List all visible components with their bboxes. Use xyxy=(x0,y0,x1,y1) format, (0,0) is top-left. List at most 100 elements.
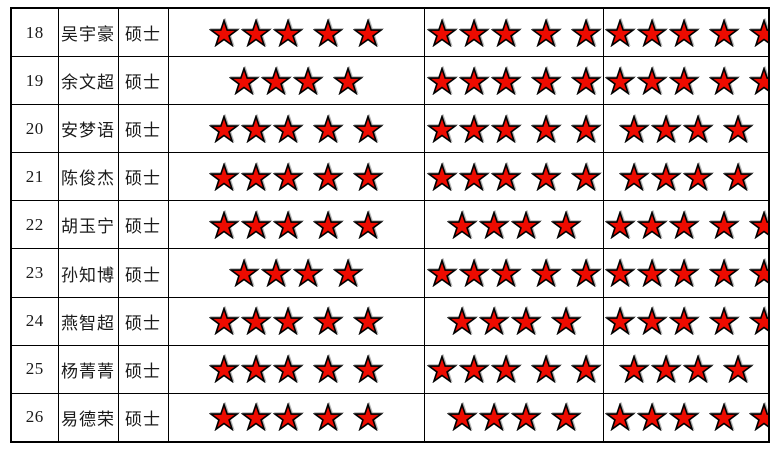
rating-cell-1 xyxy=(167,344,425,394)
rating-cell-2 xyxy=(423,392,604,443)
star-icon xyxy=(748,402,768,432)
rating-cell-3 xyxy=(602,248,770,298)
star-icon xyxy=(352,306,384,336)
table-row: 23 孙知博 硕士 xyxy=(10,248,770,298)
star-icon xyxy=(240,354,272,384)
star-icon xyxy=(550,210,581,240)
star-icon xyxy=(510,306,541,336)
star-icon xyxy=(478,402,509,432)
rating-cell-2 xyxy=(423,7,604,58)
star-icon xyxy=(708,17,739,48)
star-icon xyxy=(458,354,489,384)
star-icon xyxy=(570,113,601,144)
star-icon xyxy=(426,113,457,144)
star-icon xyxy=(352,354,384,384)
rating-cell-3 xyxy=(602,104,770,154)
star-icon xyxy=(490,162,521,192)
rating-cell-1 xyxy=(167,152,425,202)
star-icon xyxy=(426,258,457,288)
star-icon xyxy=(668,402,699,432)
star-icon xyxy=(458,162,489,192)
star-icon xyxy=(312,306,344,336)
star-icon xyxy=(490,65,521,96)
star-icon xyxy=(240,306,272,336)
row-number-cell: 22 xyxy=(10,200,59,250)
star-icon xyxy=(312,17,344,48)
star-icon xyxy=(570,258,601,288)
star-icon xyxy=(458,258,489,288)
rating-cell-3 xyxy=(602,296,770,346)
star-icon xyxy=(650,354,682,384)
star-icon xyxy=(240,17,272,48)
rating-cell-2 xyxy=(423,344,604,394)
star-icon xyxy=(708,65,739,96)
star-icon xyxy=(748,306,768,336)
star-icon xyxy=(208,402,240,432)
star-icon xyxy=(458,65,489,96)
star-icon xyxy=(446,402,477,432)
star-icon xyxy=(636,17,667,48)
star-icon xyxy=(604,402,635,432)
row-number-cell: 26 xyxy=(10,392,59,443)
rating-cell-2 xyxy=(423,56,604,106)
star-icon xyxy=(636,65,667,96)
star-icon xyxy=(490,258,521,288)
star-icon xyxy=(682,354,714,384)
star-icon xyxy=(240,210,272,240)
star-icon xyxy=(260,258,292,288)
rating-cell-1 xyxy=(167,7,425,58)
rating-cell-3 xyxy=(602,7,770,58)
table-row: 22 胡玉宁 硕士 xyxy=(10,200,770,250)
name-cell: 燕智超 xyxy=(57,296,119,346)
rating-cell-1 xyxy=(167,200,425,250)
rating-cell-3 xyxy=(602,200,770,250)
star-icon xyxy=(312,210,344,240)
star-icon xyxy=(312,113,344,144)
star-icon xyxy=(618,354,650,384)
rating-cell-2 xyxy=(423,296,604,346)
star-icon xyxy=(650,162,682,192)
name-cell: 安梦语 xyxy=(57,104,119,154)
table-body: 18 吴宇豪 硕士 19 余文超 硕士 20 安梦语 硕士 21 陈俊杰 硕士 … xyxy=(10,7,770,443)
row-number-cell: 20 xyxy=(10,104,59,154)
star-icon xyxy=(530,162,561,192)
table-row: 21 陈俊杰 硕士 xyxy=(10,152,770,202)
star-icon xyxy=(272,210,304,240)
star-icon xyxy=(650,113,682,144)
star-icon xyxy=(748,210,768,240)
star-icon xyxy=(748,17,768,48)
rating-cell-1 xyxy=(167,104,425,154)
star-icon xyxy=(682,113,714,144)
star-icon xyxy=(604,65,635,96)
degree-cell: 硕士 xyxy=(117,392,169,443)
star-icon xyxy=(550,306,581,336)
star-icon xyxy=(332,65,364,96)
star-icon xyxy=(570,65,601,96)
star-icon xyxy=(682,162,714,192)
star-icon xyxy=(668,258,699,288)
star-icon xyxy=(530,17,561,48)
star-icon xyxy=(668,306,699,336)
star-icon xyxy=(426,354,457,384)
star-icon xyxy=(604,17,635,48)
star-icon xyxy=(604,306,635,336)
star-icon xyxy=(208,306,240,336)
star-icon xyxy=(352,113,384,144)
star-icon xyxy=(240,113,272,144)
star-icon xyxy=(228,258,260,288)
star-icon xyxy=(208,17,240,48)
table-row: 24 燕智超 硕士 xyxy=(10,296,770,346)
star-icon xyxy=(292,65,324,96)
star-icon xyxy=(446,306,477,336)
table-row: 26 易德荣 硕士 xyxy=(10,392,770,443)
star-icon xyxy=(312,402,344,432)
star-icon xyxy=(530,113,561,144)
rating-cell-1 xyxy=(167,248,425,298)
table-row: 19 余文超 硕士 xyxy=(10,56,770,106)
rating-cell-3 xyxy=(602,392,770,443)
star-icon xyxy=(510,210,541,240)
row-number-cell: 19 xyxy=(10,56,59,106)
star-icon xyxy=(618,113,650,144)
name-cell: 孙知博 xyxy=(57,248,119,298)
